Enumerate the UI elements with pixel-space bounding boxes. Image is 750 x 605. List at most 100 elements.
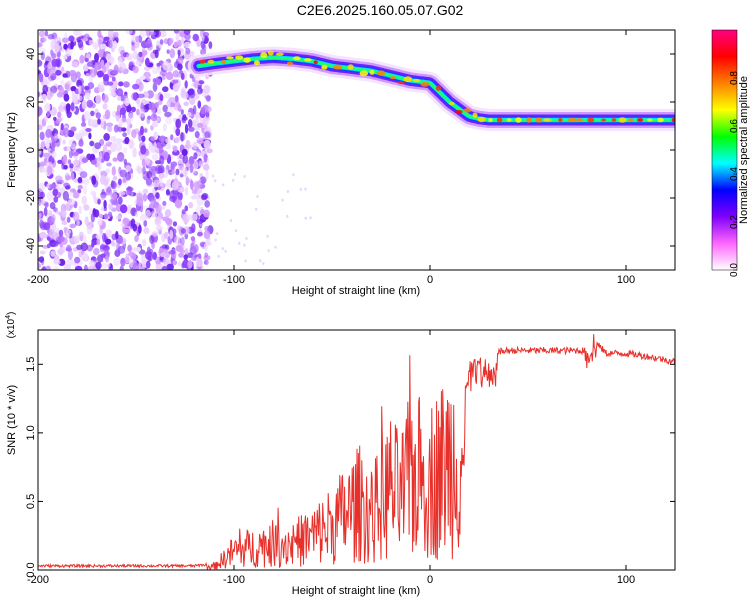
noise-blob [41, 197, 46, 204]
noise-blob [110, 79, 118, 89]
noise-blob [120, 222, 126, 228]
noise-blob [148, 142, 154, 151]
signal-hotspot [477, 116, 486, 123]
noise-blob [105, 229, 113, 238]
noise-blob [197, 100, 202, 109]
noise-blob [162, 205, 166, 210]
noise-blob [196, 258, 203, 268]
noise-blob [196, 38, 201, 48]
noise-blob [38, 72, 44, 83]
noise-blob [88, 132, 92, 140]
noise-blob [136, 196, 144, 207]
noise-blob [180, 131, 184, 142]
noise-blob [94, 142, 102, 150]
noise-blob [165, 117, 172, 125]
noise-blob [131, 44, 136, 52]
noise-blob [131, 92, 138, 101]
signal-hotspot [637, 118, 644, 122]
noise-blob [199, 176, 207, 184]
noise-blob [108, 203, 114, 211]
noise-blob [172, 79, 176, 85]
noise-blob [145, 40, 153, 48]
noise-blob [135, 35, 140, 43]
noise-blob [65, 175, 72, 181]
noise-blob [221, 247, 224, 251]
noise-blob [72, 191, 80, 199]
noise-blob [117, 178, 122, 186]
noise-blob [139, 30, 147, 38]
noise-blob [53, 259, 61, 266]
noise-blob [79, 95, 83, 102]
noise-blob [122, 132, 128, 138]
noise-blob [177, 49, 181, 57]
noise-blob [38, 256, 45, 263]
y-tick-label: 1.0 [25, 425, 37, 440]
noise-blob [155, 192, 160, 199]
noise-blob [172, 260, 178, 266]
noise-blob [62, 190, 70, 201]
noise-blob [182, 154, 189, 164]
noise-blob [46, 191, 54, 202]
noise-blob [90, 159, 97, 165]
signal-hotspot [506, 118, 512, 122]
noise-blob [200, 194, 208, 201]
noise-blob [65, 49, 73, 57]
snr-ylabel: SNR (10 * v/v) [6, 385, 18, 455]
noise-blob [45, 265, 51, 270]
noise-blob [161, 248, 168, 254]
noise-blob [154, 49, 159, 59]
noise-blob [85, 128, 92, 133]
noise-blob [66, 244, 72, 251]
noise-blob [95, 112, 102, 119]
noise-blob [180, 91, 189, 100]
signal-hotspot [496, 117, 503, 123]
noise-blob [196, 139, 205, 144]
noise-blob [151, 121, 159, 128]
noise-blob [132, 83, 140, 90]
x-tick-label: -200 [27, 574, 49, 586]
noise-blob [168, 250, 176, 255]
noise-blob [155, 225, 163, 232]
x-tick-label: 100 [617, 274, 635, 286]
noise-blob [116, 88, 124, 97]
noise-blob [38, 124, 43, 131]
noise-blob [45, 128, 53, 138]
noise-blob [229, 219, 233, 223]
noise-blob [99, 43, 107, 50]
noise-blob [206, 261, 209, 265]
noise-blob [177, 191, 183, 202]
noise-blob [38, 42, 43, 48]
noise-blob [162, 104, 169, 113]
noise-blob [158, 145, 164, 154]
signal-hotspot [463, 108, 472, 113]
noise-blob [203, 139, 211, 150]
signal-hotspot [267, 50, 274, 56]
noise-blob [141, 263, 146, 268]
noise-blob [67, 198, 76, 206]
noise-blob [187, 214, 193, 220]
noise-blob [153, 30, 160, 38]
noise-blob [76, 79, 83, 88]
noise-blob [184, 80, 188, 89]
noise-blob [99, 226, 103, 235]
noise-blob [117, 245, 126, 254]
noise-blob [193, 170, 197, 174]
noise-blob [224, 249, 227, 253]
noise-blob [203, 230, 211, 240]
noise-blob [81, 99, 87, 110]
noise-blob [166, 263, 174, 270]
noise-blob [100, 263, 109, 269]
noise-blob [148, 102, 156, 111]
signal-hotspot [449, 101, 455, 106]
spectrogram-ylabel: Frequency (Hz) [6, 112, 18, 188]
noise-blob [208, 41, 213, 49]
noise-blob [69, 223, 77, 229]
noise-blob [180, 72, 185, 81]
noise-blob [128, 251, 135, 257]
noise-blob [132, 65, 139, 74]
spectrogram-area [38, 30, 675, 270]
noise-blob [126, 186, 132, 196]
noise-blob [55, 210, 62, 215]
noise-blob [63, 263, 71, 270]
noise-blob [42, 36, 47, 43]
